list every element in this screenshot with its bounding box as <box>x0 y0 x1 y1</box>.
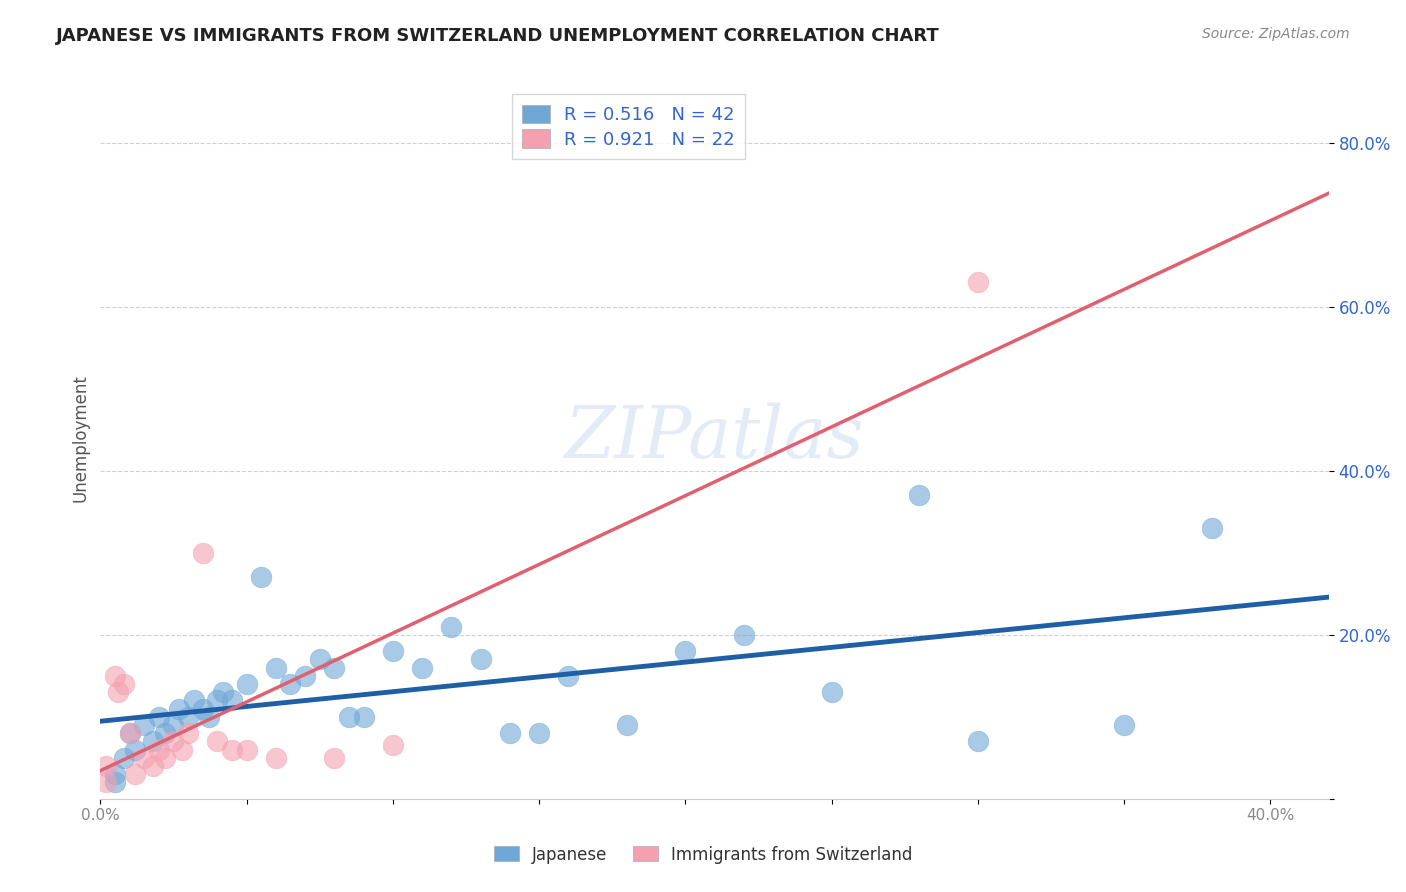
Point <box>820 685 842 699</box>
Point <box>1112 718 1135 732</box>
Point <box>250 570 273 584</box>
Point <box>112 677 135 691</box>
Point <box>1201 521 1223 535</box>
Text: ZIPatlas: ZIPatlas <box>565 403 865 474</box>
Point <box>153 751 176 765</box>
Point <box>104 767 127 781</box>
Point <box>264 751 287 765</box>
Point <box>673 644 696 658</box>
Point <box>134 718 156 732</box>
Point <box>153 726 176 740</box>
Point <box>134 751 156 765</box>
Point <box>118 726 141 740</box>
Point <box>96 775 118 789</box>
Point <box>124 767 146 781</box>
Point <box>221 693 243 707</box>
Point <box>162 718 184 732</box>
Point <box>221 742 243 756</box>
Point <box>104 775 127 789</box>
Point <box>142 759 165 773</box>
Point <box>148 710 170 724</box>
Point <box>124 742 146 756</box>
Point <box>353 710 375 724</box>
Y-axis label: Unemployment: Unemployment <box>72 374 89 502</box>
Point <box>148 742 170 756</box>
Point <box>337 710 360 724</box>
Point <box>294 669 316 683</box>
Point <box>207 693 229 707</box>
Point <box>280 677 302 691</box>
Point <box>96 759 118 773</box>
Point <box>381 644 404 658</box>
Point <box>733 628 755 642</box>
Point <box>966 734 988 748</box>
Point <box>177 710 200 724</box>
Point <box>411 660 433 674</box>
Text: Source: ZipAtlas.com: Source: ZipAtlas.com <box>1202 27 1350 41</box>
Point <box>966 276 988 290</box>
Point <box>527 726 550 740</box>
Point <box>112 751 135 765</box>
Legend: R = 0.516   N = 42, R = 0.921   N = 22: R = 0.516 N = 42, R = 0.921 N = 22 <box>512 94 745 160</box>
Point <box>207 734 229 748</box>
Point <box>197 710 219 724</box>
Point <box>183 693 205 707</box>
Point <box>177 726 200 740</box>
Point <box>142 734 165 748</box>
Point <box>323 660 346 674</box>
Point <box>616 718 638 732</box>
Point <box>172 742 194 756</box>
Point <box>440 619 463 633</box>
Point <box>118 726 141 740</box>
Point <box>191 701 214 715</box>
Text: JAPANESE VS IMMIGRANTS FROM SWITZERLAND UNEMPLOYMENT CORRELATION CHART: JAPANESE VS IMMIGRANTS FROM SWITZERLAND … <box>56 27 941 45</box>
Point <box>470 652 492 666</box>
Point <box>264 660 287 674</box>
Legend: Japanese, Immigrants from Switzerland: Japanese, Immigrants from Switzerland <box>486 839 920 871</box>
Point <box>499 726 522 740</box>
Point <box>557 669 579 683</box>
Point <box>235 677 257 691</box>
Point <box>323 751 346 765</box>
Point <box>235 742 257 756</box>
Point <box>107 685 129 699</box>
Point <box>162 734 184 748</box>
Point <box>212 685 235 699</box>
Point <box>191 546 214 560</box>
Point <box>104 669 127 683</box>
Point <box>169 701 191 715</box>
Point <box>381 739 404 753</box>
Point <box>908 488 931 502</box>
Point <box>308 652 330 666</box>
